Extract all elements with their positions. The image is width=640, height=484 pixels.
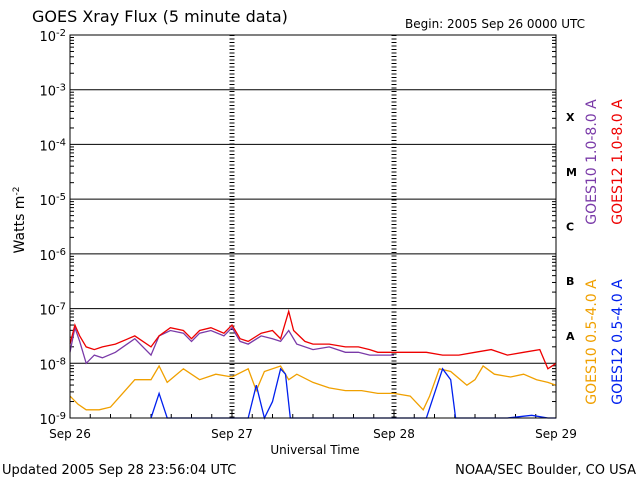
- y-tick-base: 10: [39, 30, 56, 45]
- y-tick-base: 10: [39, 85, 56, 100]
- y-tick-power: -4: [56, 137, 66, 148]
- x-tick-label: Sep 27: [211, 427, 253, 441]
- y-tick-power: -8: [56, 356, 66, 367]
- y-tick-base: 10: [39, 249, 56, 264]
- flare-class-M: M: [566, 166, 577, 179]
- y-tick-label: 10-8: [39, 356, 66, 374]
- y-tick-base: 10: [39, 194, 56, 209]
- flare-class-B: B: [566, 275, 574, 288]
- credit-label: NOAA/SEC Boulder, CO USA: [455, 463, 636, 478]
- legend: GOES10 1.0-8.0 A GOES12 1.0-8.0 A GOES10 0…: [584, 99, 626, 405]
- y-axis-label-exp: -2: [12, 187, 22, 196]
- y-tick-power: -9: [56, 411, 66, 422]
- x-tick-labels: Sep 26 Sep 27 Sep 28 Sep 29: [49, 427, 577, 441]
- y-tick-power: -5: [56, 192, 66, 203]
- y-axis-label: Watts m-2: [12, 187, 28, 254]
- y-tick-label: 10-7: [39, 301, 66, 319]
- legend-entry-3: GOES12 0.5-4.0 A: [610, 279, 626, 405]
- legend-entry-1: GOES12 1.0-8.0 A: [610, 99, 626, 225]
- y-tick-power: -7: [56, 301, 66, 312]
- plot-frame: [69, 34, 557, 419]
- series-line-0: [69, 325, 394, 365]
- flare-class-X: X: [566, 111, 575, 124]
- y-tick-base: 10: [39, 304, 56, 319]
- y-tick-label: 10-9: [39, 411, 66, 429]
- x-tick-label: Sep 26: [49, 427, 91, 441]
- y-tick-base: 10: [39, 413, 56, 428]
- y-tick-labels: 10-910-810-710-610-510-410-310-2: [39, 28, 66, 429]
- y-axis-label-base: Watts m: [12, 196, 28, 254]
- y-tick-label: 10-4: [39, 137, 66, 155]
- begin-label: Begin: 2005 Sep 26 0000 UTC: [405, 17, 585, 31]
- y-tick-power: -3: [56, 82, 66, 93]
- x-axis-label: Universal Time: [270, 443, 359, 457]
- y-tick-label: 10-5: [39, 192, 66, 210]
- y-tick-power: -6: [56, 246, 66, 257]
- grid: [69, 35, 557, 418]
- y-tick-label: 10-2: [39, 28, 66, 46]
- flare-class-A: A: [566, 330, 575, 343]
- chart-title: GOES Xray Flux (5 minute data): [32, 7, 288, 26]
- flare-class-labels: X M C B A: [566, 111, 577, 343]
- x-tick-label: Sep 29: [535, 427, 577, 441]
- flare-class-C: C: [566, 221, 574, 234]
- y-tick-power: -2: [56, 28, 66, 39]
- x-tick-label: Sep 28: [373, 427, 415, 441]
- y-tick-base: 10: [39, 358, 56, 373]
- series-line-2: [69, 364, 557, 411]
- y-tick-label: 10-3: [39, 82, 66, 100]
- series-line-1: [69, 308, 557, 370]
- series-layer: [69, 308, 557, 420]
- y-tick-base: 10: [39, 139, 56, 154]
- y-tick-label: 10-6: [39, 246, 66, 264]
- legend-entry-0: GOES10 1.0-8.0 A: [584, 99, 600, 225]
- updated-timestamp: Updated 2005 Sep 28 23:56:04 UTC: [2, 463, 236, 478]
- legend-entry-2: GOES10 0.5-4.0 A: [584, 279, 600, 405]
